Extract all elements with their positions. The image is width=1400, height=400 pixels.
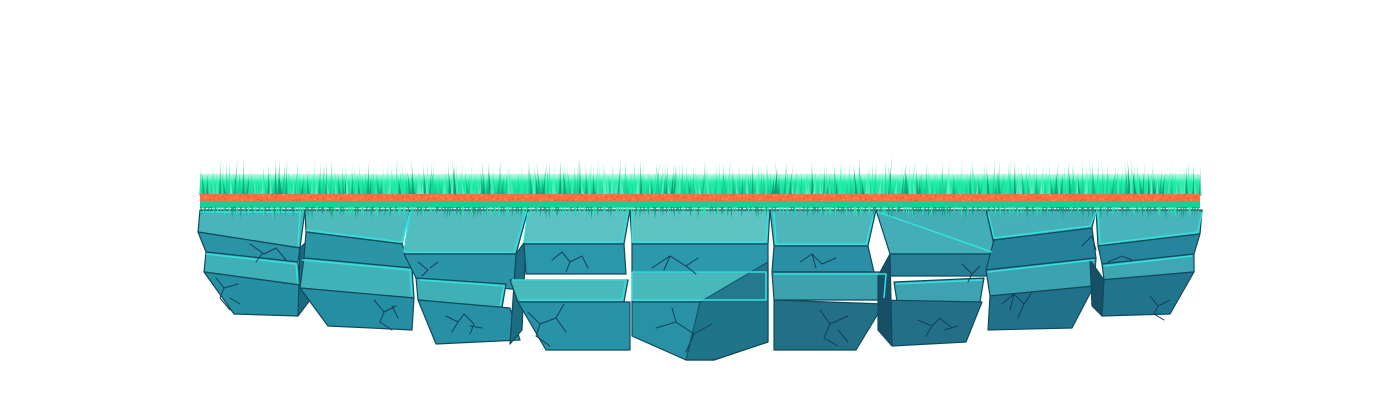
stone-cracks xyxy=(215,235,1171,353)
stone-block xyxy=(403,209,529,345)
stone-block xyxy=(629,209,771,361)
stone-block xyxy=(769,209,889,351)
grass-fringe xyxy=(200,201,1200,220)
grass-blades xyxy=(198,156,1202,196)
stone-edge-highlights xyxy=(200,211,1203,307)
stone-block xyxy=(1089,209,1203,317)
dirt-stripe xyxy=(200,194,1200,201)
grass-strip xyxy=(198,156,1202,220)
dirt-speckle xyxy=(203,194,1197,202)
stone-block xyxy=(985,209,1097,331)
stone-block xyxy=(875,209,997,347)
stone-blocks xyxy=(197,209,1203,361)
stone-block xyxy=(299,209,415,331)
